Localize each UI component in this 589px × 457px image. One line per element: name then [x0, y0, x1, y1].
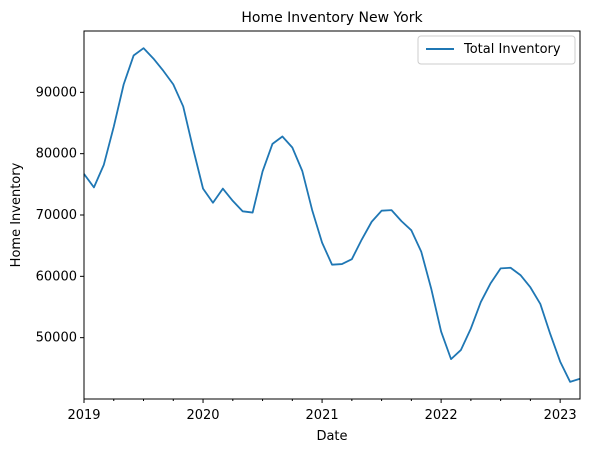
y-axis-label: Home Inventory: [9, 162, 24, 267]
chart-title: Home Inventory New York: [241, 10, 423, 26]
x-tick-label: 2022: [425, 408, 458, 423]
x-tick-label: 2023: [544, 408, 577, 423]
x-tick-label: 2020: [186, 408, 219, 423]
y-tick-label: 50000: [36, 331, 77, 346]
x-tick-label: 2019: [67, 408, 100, 423]
legend-box: [417, 35, 576, 65]
y-tick-label: 80000: [36, 147, 77, 162]
legend: Total Inventory: [417, 35, 576, 65]
y-tick-label: 60000: [36, 269, 77, 284]
series-line-total-inventory: [83, 47, 581, 383]
x-axis-label: Date: [316, 429, 347, 444]
x-tick-label: 2021: [306, 408, 339, 423]
plot-frame: [83, 30, 581, 400]
y-tick-label: 90000: [36, 85, 77, 100]
legend-label-total-inventory: Total Inventory: [463, 42, 561, 57]
plot-area: 50000 60000 70000 80000 90000 2019 2020 2021 202…: [36, 30, 581, 423]
y-tick-label: 70000: [36, 208, 77, 223]
